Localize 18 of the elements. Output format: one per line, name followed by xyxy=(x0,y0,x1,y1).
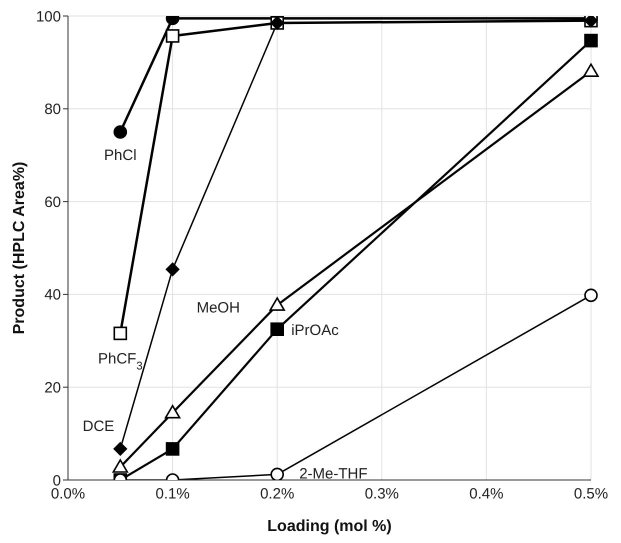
series-label: PhCl xyxy=(104,147,137,164)
x-tick-label: 0.3% xyxy=(364,486,399,503)
series-label: iPrOAc xyxy=(291,322,340,340)
x-tick-label: 0.1% xyxy=(156,486,190,503)
y-tick-label: 20 xyxy=(44,380,61,397)
series-label: 2-Me-THF xyxy=(299,465,368,482)
x-tick-label: 0.4% xyxy=(469,486,504,503)
series-label: PhCF$_{3}$ xyxy=(98,350,143,372)
y-tick-label: 60 xyxy=(44,194,61,211)
x-axis-title: Loading (mol %) xyxy=(267,518,392,535)
x-tick-label: 0.5% xyxy=(574,486,608,503)
x-tick-label: 0.2% xyxy=(260,486,294,503)
y-tick-label: 100 xyxy=(36,8,61,26)
series-label: MeOH xyxy=(196,300,240,317)
series-label: DCE xyxy=(82,418,114,435)
y-axis-title: Product (HPLC Area%) xyxy=(11,162,28,334)
y-tick-label: 80 xyxy=(44,101,61,118)
y-tick-label: 40 xyxy=(44,286,61,304)
